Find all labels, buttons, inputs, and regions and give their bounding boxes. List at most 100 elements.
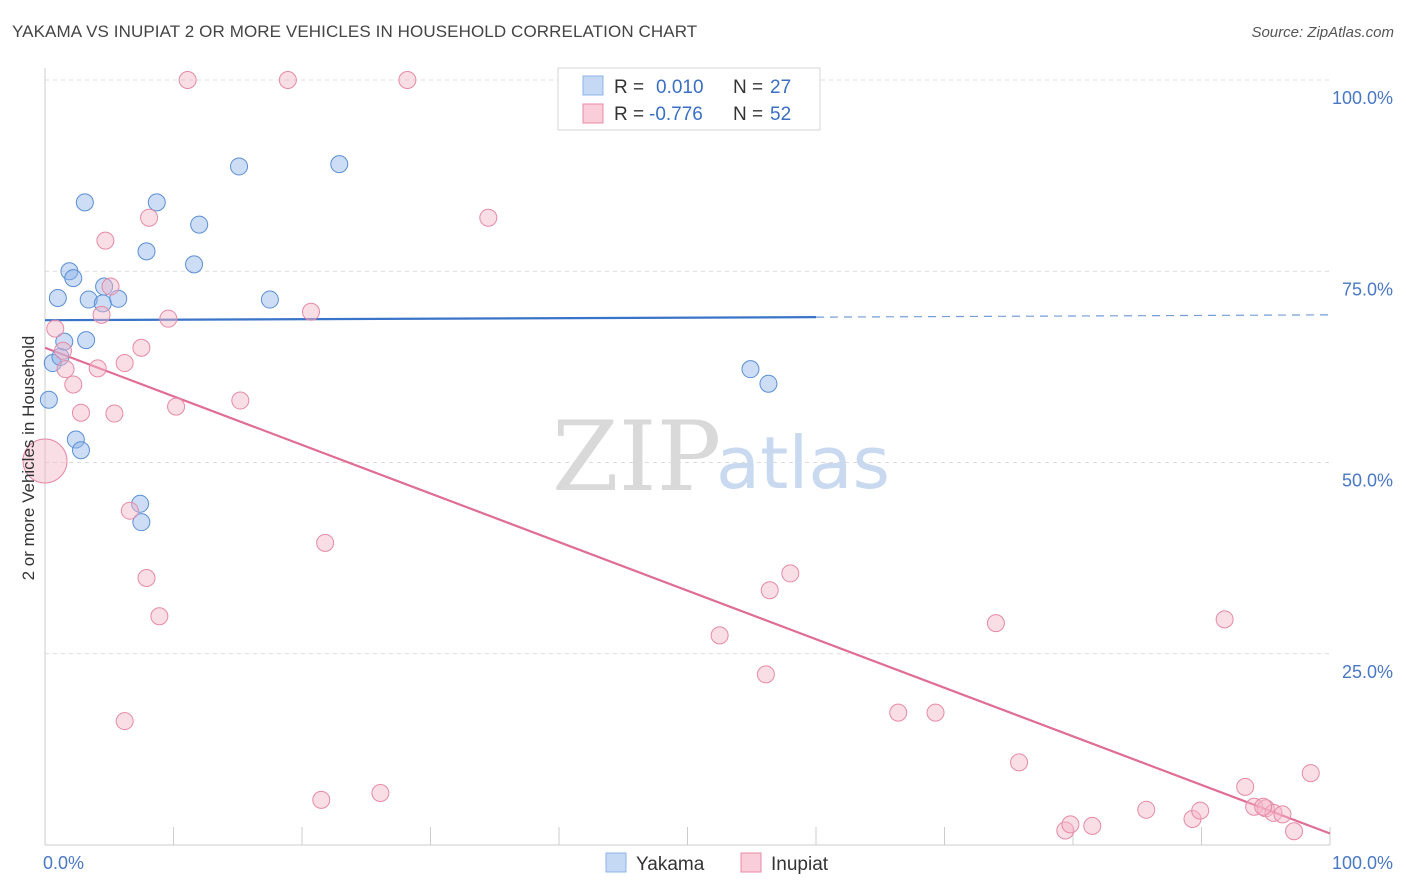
yakama-point-24 [741, 360, 760, 379]
inupiat-point-5 [71, 403, 90, 422]
x-tick-label-0: 0.0% [43, 853, 84, 873]
inupiat-point-20 [178, 71, 197, 89]
watermark-zip: ZIP [552, 401, 721, 513]
y-tick-label-0: 100.0% [1332, 88, 1393, 108]
data-points [22, 71, 1320, 841]
inupiat-point-14 [132, 338, 151, 357]
inupiat-point-16 [140, 208, 159, 227]
inupiat-point-27 [398, 71, 417, 89]
inupiat-trend-line [44, 346, 1331, 835]
legend-n-label-inupiat: N = [733, 104, 763, 125]
legend-box: R = 0.010 N = 27 R = -0.776 N = 52 [557, 67, 821, 131]
inupiat-point-31 [760, 581, 779, 600]
inupiat-point-0 [22, 438, 68, 484]
legend-n-label-yakama: N = [733, 77, 763, 98]
bottom-legend-swatch-yakama [605, 852, 627, 873]
yakama-trend-extension [815, 314, 1331, 318]
y-tick-labels: 100.0% 75.0% 50.0% 25.0% [1332, 88, 1393, 682]
yakama-point-18 [147, 193, 166, 212]
inupiat-point-17 [150, 607, 169, 626]
inupiat-point-42 [1191, 801, 1210, 820]
legend-r-label-yakama: R = [614, 77, 644, 98]
yakama-trend-line [44, 316, 817, 322]
yakama-point-19 [190, 215, 209, 234]
inupiat-point-4 [64, 375, 83, 394]
yakama-point-17 [137, 242, 156, 261]
yakama-point-6 [64, 269, 83, 288]
yakama-point-7 [66, 430, 85, 449]
inupiat-point-21 [231, 391, 250, 410]
source-label: Source: ZipAtlas.com [1251, 24, 1394, 41]
inupiat-point-12 [115, 354, 134, 373]
yakama-point-11 [79, 290, 98, 309]
yakama-point-8 [71, 441, 90, 460]
inupiat-point-43 [1215, 610, 1234, 629]
inupiat-point-8 [96, 231, 115, 250]
inupiat-point-48 [1273, 805, 1292, 824]
inupiat-point-10 [105, 404, 124, 423]
inupiat-point-9 [101, 277, 120, 296]
inupiat-point-38 [1061, 815, 1080, 834]
yakama-point-23 [330, 155, 349, 174]
inupiat-point-40 [1137, 800, 1156, 819]
inupiat-point-35 [986, 614, 1005, 633]
inupiat-point-25 [316, 533, 335, 552]
yakama-point-9 [75, 193, 94, 212]
axes [44, 68, 1331, 846]
y-tick-label-1: 75.0% [1342, 279, 1393, 299]
inupiat-point-47 [1264, 803, 1283, 822]
inupiat-point-18 [159, 309, 178, 328]
inupiat-point-15 [137, 569, 156, 588]
yakama-point-15 [131, 494, 150, 513]
inupiat-point-36 [1010, 753, 1029, 772]
yakama-point-10 [77, 331, 96, 350]
inupiat-point-49 [1285, 822, 1304, 841]
inupiat-point-3 [56, 360, 75, 379]
x-tick-labels: 0.0% 100.0% [43, 853, 1393, 873]
inupiat-point-30 [756, 665, 775, 684]
inupiat-point-51 [1254, 797, 1273, 816]
inupiat-point-28 [479, 208, 498, 227]
bottom-legend-inupiat: Inupiat [771, 854, 829, 875]
inupiat-point-11 [115, 712, 134, 731]
legend-r-value-inupiat: -0.776 [649, 104, 703, 125]
inupiat-point-26 [371, 783, 390, 802]
inupiat-point-7 [92, 305, 111, 324]
bottom-legend-swatch-inupiat [740, 852, 762, 873]
inupiat-point-32 [781, 564, 800, 583]
inupiat-point-39 [1083, 816, 1102, 835]
legend-n-value-yakama: 27 [770, 77, 791, 98]
inupiat-point-22 [278, 71, 297, 89]
watermark-atlas: atlas [716, 421, 890, 505]
inupiat-point-34 [926, 703, 945, 722]
yakama-point-13 [95, 277, 114, 296]
inupiat-point-50 [1301, 764, 1320, 783]
trend-lines [44, 314, 1331, 835]
inupiat-point-6 [88, 359, 107, 378]
legend-n-value-inupiat: 52 [770, 104, 791, 125]
inupiat-point-29 [710, 626, 729, 645]
legend-r-value-yakama: 0.010 [656, 77, 704, 98]
y-tick-label-2: 50.0% [1342, 471, 1393, 491]
bottom-legend: Yakama Inupiat [605, 852, 829, 875]
x-tick-label-1: 100.0% [1332, 853, 1393, 873]
yakama-point-25 [759, 374, 778, 393]
inupiat-point-24 [312, 790, 331, 809]
yakama-point-21 [230, 157, 249, 176]
yakama-point-2 [48, 289, 67, 308]
inupiat-point-33 [889, 703, 908, 722]
watermark: ZIP atlas [552, 401, 890, 513]
yakama-point-20 [185, 255, 204, 274]
yakama-point-0 [39, 390, 58, 409]
y-axis-title: 2 or more Vehicles in Household [19, 336, 38, 581]
yakama-point-4 [55, 332, 74, 351]
bottom-legend-yakama: Yakama [636, 854, 705, 875]
yakama-point-16 [132, 513, 151, 532]
inupiat-point-19 [167, 397, 186, 416]
inupiat-point-2 [53, 341, 72, 360]
inupiat-point-23 [301, 302, 320, 321]
inupiat-point-13 [120, 501, 139, 520]
yakama-point-22 [260, 290, 279, 309]
chart-title: YAKAMA VS INUPIAT 2 OR MORE VEHICLES IN … [12, 22, 698, 41]
